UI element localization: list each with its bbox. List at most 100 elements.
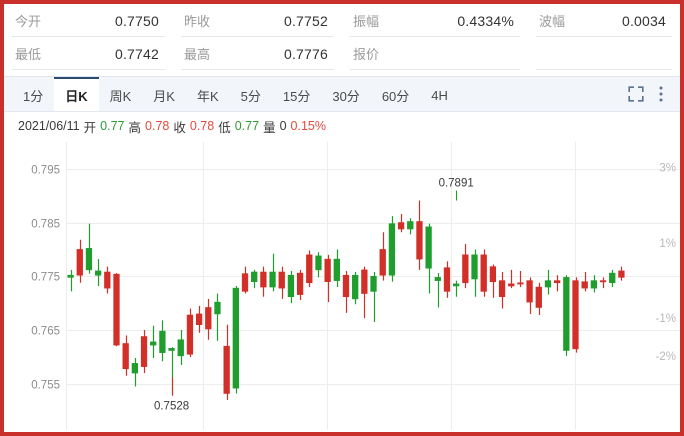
candle — [443, 267, 451, 292]
candlestick-chart[interactable]: 0.795 0.785 0.775 0.765 0.755 3% 1% -1% -2% 0.789… — [4, 136, 680, 432]
candle — [122, 343, 129, 370]
candle — [407, 221, 414, 230]
quote-value-open: 0.7750 — [114, 12, 159, 29]
tab-30min[interactable]: 30分 — [321, 77, 370, 111]
candle — [241, 273, 249, 292]
tab-5min-label: 5分 — [240, 88, 261, 104]
candle — [572, 280, 579, 350]
tab-1min-label: 1分 — [23, 88, 44, 104]
candle — [554, 280, 561, 284]
y-axis-tick-0: 0.795 — [31, 165, 60, 177]
quote-row-1: 今开 0.7750 昨收 0.7752 振幅 0.4334% 波幅 0.0034 — [4, 4, 680, 37]
ohlc-close-key: 收 — [173, 120, 186, 135]
candle — [296, 272, 304, 295]
candle — [397, 222, 405, 230]
right-axis-tick-0: 3% — [659, 163, 676, 175]
low-annotation: 0.7528 — [154, 401, 189, 413]
quote-cell-open: 今开 0.7750 — [4, 4, 173, 37]
quote-value-high: 0.7776 — [283, 45, 328, 62]
candle — [590, 280, 598, 289]
ohlc-date: 2021/06/11 — [18, 119, 80, 133]
chart-canvas: 0.795 0.785 0.775 0.765 0.755 3% 1% -1% -2% 0.789… — [31, 142, 680, 430]
quote-cell-empty — [528, 37, 680, 70]
tab-weekly-k-label: 周K — [109, 88, 132, 104]
candle — [581, 281, 588, 289]
y-axis-tick-2: 0.775 — [31, 272, 60, 284]
candle — [94, 270, 102, 276]
quote-value-low: 0.7742 — [114, 45, 159, 62]
candle — [618, 270, 625, 278]
fullscreen-icon[interactable] — [622, 77, 650, 111]
candle — [140, 336, 148, 367]
tab-1min[interactable]: 1分 — [12, 77, 54, 111]
ohlc-change-percent: 0.15% — [290, 119, 326, 133]
candle — [251, 271, 258, 282]
tab-monthly-k[interactable]: 月K — [142, 77, 186, 111]
candle — [462, 254, 469, 284]
candle — [287, 274, 295, 298]
candle — [232, 287, 239, 389]
candle — [526, 280, 533, 303]
ohlc-high-key: 高 — [128, 120, 142, 135]
quote-cell-range: 波幅 0.0034 — [528, 4, 680, 37]
candle — [205, 307, 212, 330]
candle — [563, 277, 570, 351]
more-vertical-icon[interactable] — [650, 77, 672, 111]
ohlc-close-value: 0.78 — [189, 119, 215, 133]
candle — [379, 249, 386, 276]
ohlc-volume-value: 0 — [279, 119, 287, 133]
candle — [480, 254, 487, 292]
quote-cell-prev-close: 昨收 0.7752 — [173, 4, 342, 37]
y-axis-tick-3: 0.765 — [31, 326, 60, 338]
candle — [104, 271, 111, 289]
quote-label-low: 最低 — [15, 47, 42, 62]
tab-monthly-k-label: 月K — [153, 88, 175, 104]
candle — [214, 301, 221, 315]
tab-daily-k-label: 日K — [65, 88, 88, 104]
right-axis-tick-2: -1% — [656, 313, 676, 325]
candle — [434, 277, 441, 281]
candle — [352, 274, 359, 300]
tab-30min-label: 30分 — [332, 88, 360, 104]
candle — [150, 341, 157, 346]
tab-yearly-k-label: 年K — [196, 88, 219, 104]
tab-15min[interactable]: 15分 — [272, 77, 321, 111]
candle — [260, 271, 267, 288]
candle — [599, 280, 607, 283]
tab-daily-k[interactable]: 日K — [54, 77, 99, 111]
quote-cell-high: 最高 0.7776 — [173, 37, 342, 70]
candle — [223, 345, 230, 394]
tab-yearly-k[interactable]: 年K — [186, 77, 230, 111]
tab-weekly-k[interactable]: 周K — [99, 77, 143, 111]
candle — [168, 348, 175, 351]
ohlc-low-value: 0.77 — [234, 119, 260, 133]
y-axis-tick-1: 0.785 — [31, 219, 60, 231]
ohlc-legend: 2021/06/11 开 0.77 高 0.78 收 0.78 低 0.77 量… — [4, 116, 680, 136]
candle — [324, 258, 331, 282]
quote-label-open: 今开 — [15, 14, 42, 29]
candle — [333, 258, 340, 281]
quote-value-range: 0.0034 — [621, 12, 666, 29]
ohlc-high-value: 0.78 — [145, 119, 170, 133]
candle — [498, 280, 506, 298]
quote-label-bid: 报价 — [353, 47, 380, 62]
right-axis-tick-3: -2% — [656, 351, 676, 363]
candle — [269, 271, 276, 288]
quote-cell-amplitude: 振幅 0.4334% — [342, 4, 528, 37]
candle — [453, 283, 460, 287]
tab-60min[interactable]: 60分 — [371, 77, 420, 111]
candle — [535, 286, 542, 308]
right-axis-tick-1: 1% — [659, 238, 676, 250]
candle — [159, 330, 166, 353]
period-tab-bar: 1分 日K 周K 月K 年K 5分 15分 30分 60分 4H — [4, 76, 680, 112]
candle — [361, 269, 368, 294]
tab-4h-label: 4H — [431, 87, 448, 103]
tab-5min[interactable]: 5分 — [230, 77, 272, 111]
quote-label-amplitude: 振幅 — [353, 14, 380, 29]
candle — [489, 266, 497, 282]
candle — [416, 221, 423, 260]
candle — [85, 248, 93, 271]
quote-label-high: 最高 — [184, 47, 211, 62]
tab-4h[interactable]: 4H — [420, 77, 459, 111]
